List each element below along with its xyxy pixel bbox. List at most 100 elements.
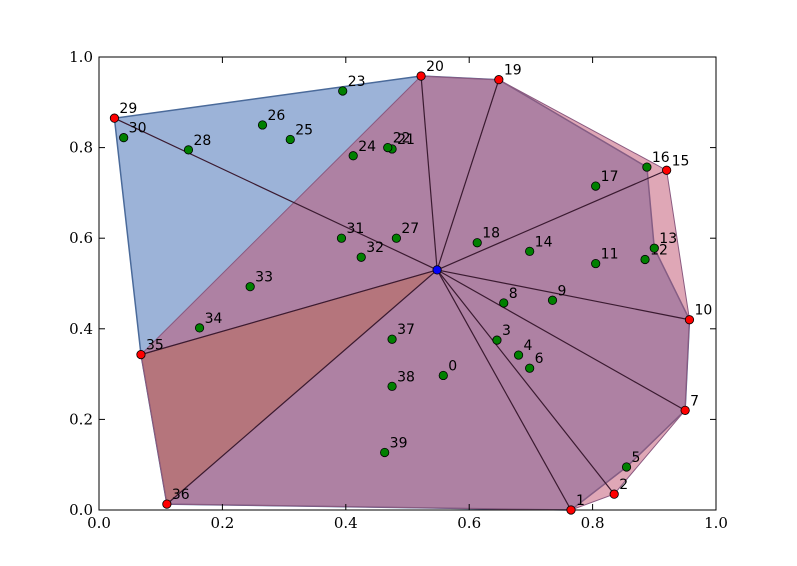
- point-label-21: 21: [397, 132, 415, 148]
- x-tick-label: 0.6: [457, 514, 481, 532]
- point-marker-25: [285, 134, 295, 145]
- point-marker-24: [348, 151, 358, 161]
- point-marker-34: [194, 323, 205, 333]
- point-marker-36: [162, 499, 172, 509]
- point-marker-5: [621, 462, 632, 472]
- x-tick-label: 1.0: [704, 514, 728, 532]
- point-marker-17: [591, 181, 601, 191]
- point-label-2: 2: [619, 477, 628, 493]
- y-tick-label: 0.0: [69, 501, 93, 519]
- point-label-39: 39: [390, 435, 408, 451]
- point-marker-8: [499, 298, 509, 308]
- point-marker-11: [591, 258, 601, 269]
- point-marker-16: [642, 162, 652, 172]
- point-marker-27: [391, 233, 401, 243]
- point-marker-37: [387, 334, 397, 344]
- point-label-32: 32: [366, 240, 384, 256]
- spoke-line-2: [436, 269, 615, 495]
- point-label-28: 28: [193, 133, 211, 149]
- point-label-4: 4: [524, 338, 533, 354]
- point-label-1: 1: [576, 493, 585, 509]
- point-label-18: 18: [482, 226, 500, 242]
- x-tick-label: 0.8: [581, 514, 605, 532]
- plot-frame: [98, 56, 717, 511]
- point-marker-31: [336, 233, 347, 243]
- point-marker-2: [609, 489, 619, 499]
- y-tick-label: 0.8: [69, 139, 93, 157]
- inner-polygon: [140, 75, 691, 511]
- point-marker-35: [136, 350, 146, 360]
- point-label-5: 5: [632, 450, 641, 466]
- point-marker-20: [416, 71, 426, 81]
- point-marker-0: [438, 370, 448, 381]
- point-label-16: 16: [652, 150, 670, 166]
- point-marker-32: [356, 252, 366, 262]
- point-label-17: 17: [601, 169, 619, 185]
- point-marker-6: [525, 363, 535, 373]
- point-marker-39: [380, 447, 390, 458]
- point-label-34: 34: [205, 311, 223, 327]
- point-marker-19: [494, 75, 504, 85]
- point-label-26: 26: [268, 108, 286, 124]
- point-label-7: 7: [690, 393, 699, 409]
- y-tick-label: 0.6: [69, 229, 93, 247]
- spoke-line-19: [436, 79, 500, 271]
- point-label-38: 38: [397, 369, 415, 385]
- point-marker-33: [245, 282, 255, 292]
- point-marker-7: [680, 405, 690, 415]
- point-label-9: 9: [557, 283, 566, 299]
- spoke-line-15: [436, 169, 667, 271]
- spoke-line-29: [114, 117, 438, 271]
- spoke-line-7: [436, 269, 686, 411]
- point-marker-30: [119, 133, 129, 143]
- point-label-24: 24: [358, 139, 376, 155]
- point-label-0: 0: [448, 358, 457, 374]
- point-marker-18: [472, 238, 482, 248]
- point-label-11: 11: [601, 247, 619, 263]
- x-tick-label: 0.4: [334, 514, 358, 532]
- polygon-layer: [113, 75, 691, 511]
- point-label-29: 29: [119, 101, 137, 117]
- spoke-line-35: [140, 269, 438, 356]
- spoke-line-10: [436, 269, 690, 321]
- tick-layer: 0.0 0.2 0.4 0.6 0.8 1.0 0.0 0.2 0.4 0.6 0.8 1.0: [69, 48, 728, 532]
- point-label-36: 36: [172, 487, 190, 503]
- point-marker-23: [338, 86, 348, 96]
- spoke-line-20: [420, 75, 438, 270]
- point-label-19: 19: [504, 63, 522, 79]
- center-point-marker: [432, 265, 442, 275]
- point-label-13: 13: [659, 231, 677, 247]
- point-marker-10: [684, 315, 695, 325]
- y-tick-label: 1.0: [69, 48, 93, 66]
- point-label-14: 14: [535, 234, 553, 250]
- point-label-20: 20: [426, 59, 444, 75]
- point-label-6: 6: [535, 351, 544, 367]
- point-marker-26: [257, 120, 268, 130]
- x-tick-label: 0.2: [210, 514, 234, 532]
- spoke-layer: [114, 75, 690, 511]
- point-label-10: 10: [694, 303, 712, 319]
- point-marker-3: [492, 335, 502, 345]
- point-marker-29: [109, 113, 120, 123]
- point-label-35: 35: [146, 338, 164, 354]
- point-marker-38: [387, 381, 397, 391]
- spoke-line-36: [166, 269, 438, 505]
- point-label-3: 3: [502, 323, 511, 339]
- point-label-15: 15: [672, 153, 690, 169]
- spoke-line-1: [436, 269, 572, 511]
- point-label-33: 33: [255, 270, 273, 286]
- point-marker-15: [662, 165, 672, 175]
- point-marker-4: [513, 350, 524, 360]
- point-marker-9: [547, 295, 558, 305]
- point-label-8: 8: [509, 286, 518, 302]
- point-label-37: 37: [397, 322, 415, 338]
- point-marker-22: [383, 143, 393, 153]
- point-label-31: 31: [346, 221, 364, 237]
- point-label-25: 25: [295, 122, 313, 138]
- point-marker-12: [640, 254, 650, 265]
- point-marker-14: [525, 246, 535, 256]
- point-marker-13: [649, 243, 659, 253]
- y-tick-label: 0.2: [69, 410, 93, 428]
